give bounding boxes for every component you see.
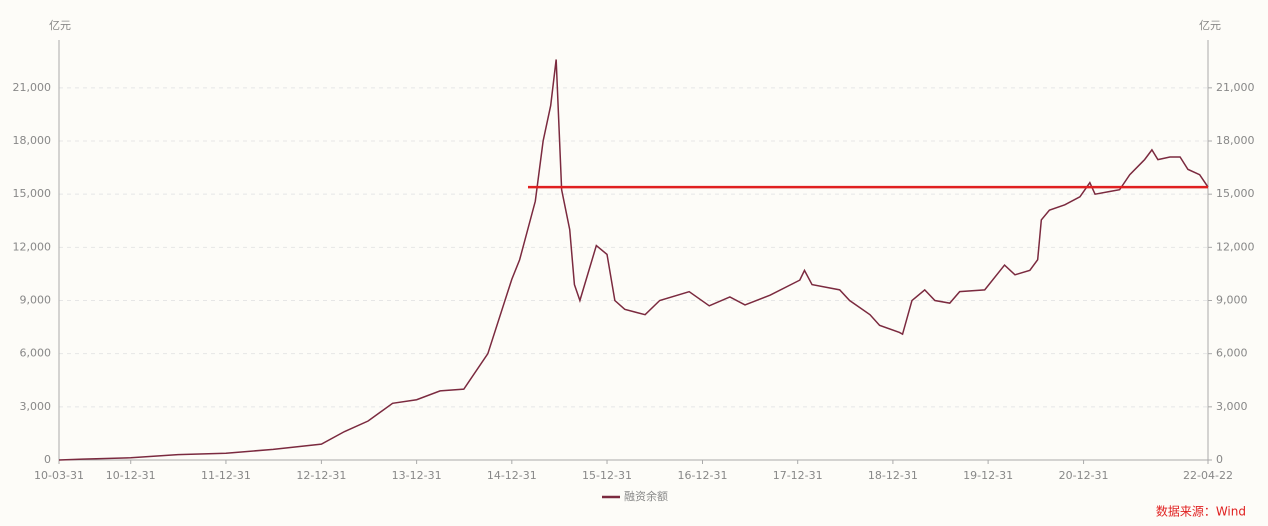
x-tick-label: 13-12-31: [392, 469, 442, 482]
y2-unit: 亿元: [1199, 19, 1221, 32]
y-tick-label: 3,000: [20, 400, 52, 413]
x-tick-label: 20-12-31: [1059, 469, 1109, 482]
x-tick-label: 14-12-31: [487, 469, 537, 482]
y-unit: 亿元: [49, 19, 71, 32]
y2-tick-label: 3,000: [1216, 400, 1248, 413]
y-tick-label: 21,000: [13, 81, 52, 94]
y2-tick-label: 9,000: [1216, 294, 1248, 307]
x-tick-label: 18-12-31: [868, 469, 918, 482]
y-tick-label: 18,000: [13, 134, 52, 147]
y-tick-label: 9,000: [20, 294, 52, 307]
line-series: [58, 59, 1209, 461]
y2-tick-label: 21,000: [1216, 81, 1255, 94]
y-tick-label: 6,000: [20, 347, 52, 360]
y2-tick-label: 6,000: [1216, 347, 1248, 360]
y2-tick-label: 15,000: [1216, 187, 1255, 200]
x-tick-label: 12-12-31: [296, 469, 346, 482]
y2-tick-label: 12,000: [1216, 240, 1255, 253]
y-tick-label: 15,000: [13, 187, 52, 200]
y-tick-label: 12,000: [13, 240, 52, 253]
x-tick-label: 17-12-31: [773, 469, 823, 482]
y2-tick-label: 18,000: [1216, 134, 1255, 147]
source: 数据来源：Wind: [1156, 504, 1246, 519]
x-tick-label: 19-12-31: [963, 469, 1013, 482]
y-tick-label: 0: [44, 453, 51, 466]
x-tick-label: 15-12-31: [582, 469, 632, 482]
x-tick-label: 16-12-31: [678, 469, 728, 482]
x-tick-label: 22-04-22: [1183, 469, 1233, 482]
x-tick-label: 10-12-31: [106, 469, 156, 482]
x-tick-label: 10-03-31: [34, 469, 84, 482]
legend-label: 融资余额: [624, 489, 668, 503]
x-tick-label: 11-12-31: [201, 469, 251, 482]
y2-tick-label: 0: [1216, 453, 1223, 466]
